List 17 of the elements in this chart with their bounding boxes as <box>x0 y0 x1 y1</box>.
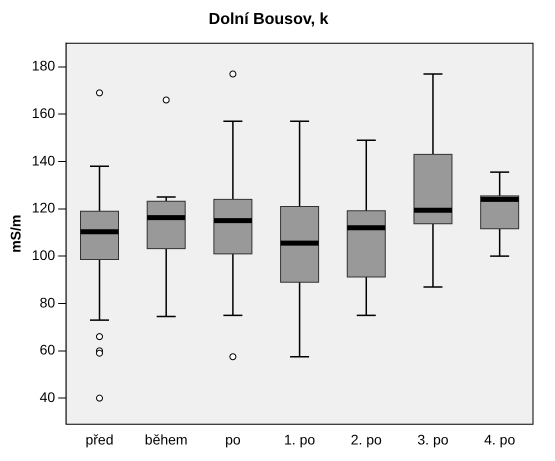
x-tick-label: před <box>85 431 114 448</box>
x-tick-label: 2. po <box>350 431 382 448</box>
x-tick-label: 4. po <box>484 431 516 448</box>
y-tick-label: 80 <box>40 294 56 310</box>
y-tick-label: 180 <box>32 58 56 74</box>
x-tick-label: během <box>144 431 188 448</box>
x-tick-label: 3. po <box>417 431 449 448</box>
y-tick-label: 160 <box>32 105 56 122</box>
x-tick-label: 1. po <box>284 431 316 448</box>
x-tick-label: po <box>225 431 241 448</box>
y-tick-label: 140 <box>32 152 56 168</box>
y-axis-title: mS/m <box>7 214 24 253</box>
chart-title: Dolní Bousov, k <box>208 11 328 28</box>
y-tick-label: 100 <box>32 247 56 264</box>
y-tick-label: 40 <box>40 389 56 406</box>
y-tick-label: 120 <box>32 200 56 216</box>
y-tick-label: 60 <box>40 342 56 358</box>
